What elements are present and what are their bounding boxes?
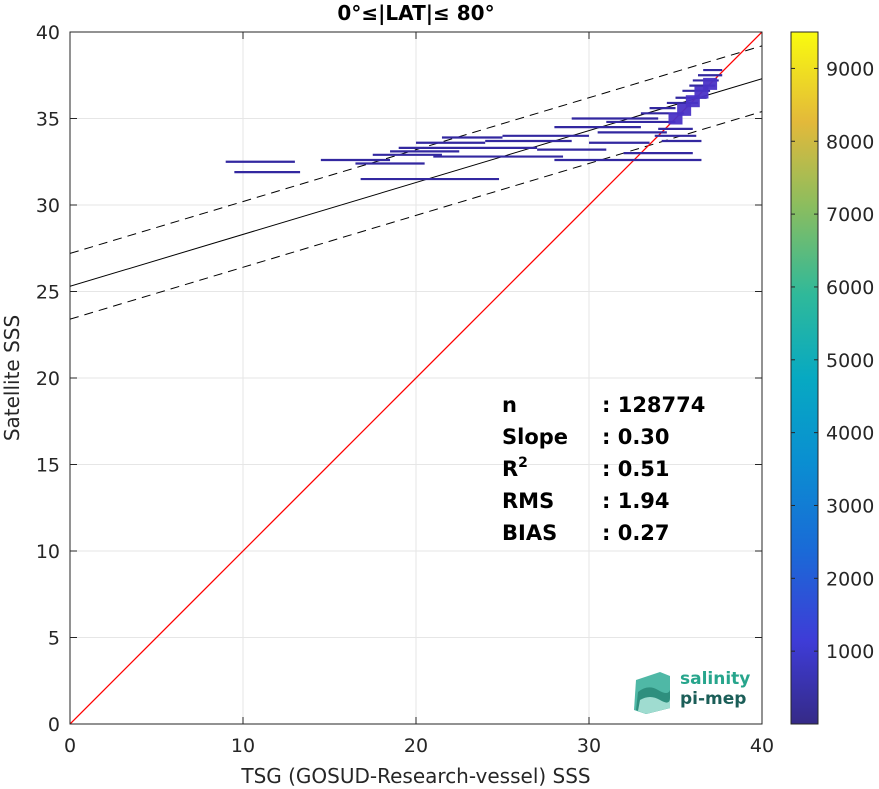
colorbar-tick-label: 5000 xyxy=(826,350,874,372)
colorbar xyxy=(790,31,819,725)
colorbar-tick-label: 2000 xyxy=(826,568,874,590)
x-axis-label: TSG (GOSUD-Research-vessel) SSS xyxy=(240,764,590,788)
y-tick-label: 15 xyxy=(36,455,60,477)
logo-line1: salinity xyxy=(680,669,750,689)
colorbar-tick-label: 4000 xyxy=(826,423,874,445)
logo-mark-icon xyxy=(634,672,670,714)
logo: salinity pi-mep xyxy=(634,669,750,714)
colorbar-tick-label: 3000 xyxy=(826,495,874,517)
y-tick-label: 35 xyxy=(36,109,60,131)
y-axis-label: Satellite SSS xyxy=(0,315,24,441)
stat-label: n xyxy=(502,393,517,417)
density-core-bin xyxy=(703,77,718,90)
y-tick-label: 20 xyxy=(36,368,60,390)
identity-line xyxy=(70,32,762,724)
colorbar-tick-label: 7000 xyxy=(826,204,874,226)
y-tick-label: 0 xyxy=(48,714,60,736)
logo-line2: pi-mep xyxy=(680,689,746,709)
colorbar-tick-label: 1000 xyxy=(826,641,874,663)
y-tick-label: 10 xyxy=(36,541,60,563)
fit-lower-band xyxy=(70,111,762,320)
chart-title: 0°≤|LAT|≤ 80° xyxy=(337,1,494,25)
stat-value: : 1.94 xyxy=(602,489,670,513)
stat-value: : 128774 xyxy=(602,393,705,417)
colorbar-tick-label: 8000 xyxy=(826,131,874,153)
stat-label: Slope xyxy=(502,425,568,449)
density-points xyxy=(225,68,723,181)
x-tick-label: 0 xyxy=(64,735,76,757)
stat-value: : 0.30 xyxy=(602,425,670,449)
colorbar-ticks: 1000 2000 3000 4000 5000 6000 7000 8000 9000 xyxy=(791,58,874,663)
x-tick-label: 30 xyxy=(577,735,601,757)
y-tick-label: 5 xyxy=(48,628,60,650)
x-tick-label: 10 xyxy=(231,735,255,757)
x-tick-label: 20 xyxy=(404,735,428,757)
y-tick-label: 30 xyxy=(36,195,60,217)
colorbar-tick-label: 6000 xyxy=(826,277,874,299)
colorbar-tick-label: 9000 xyxy=(826,58,874,80)
stat-value: : 0.27 xyxy=(602,521,670,545)
stat-label: RMS xyxy=(502,489,554,513)
stat-label: R2 xyxy=(502,455,528,481)
stats-box: n : 128774 Slope : 0.30 R2 : 0.51 RMS : 1.94 BIA… xyxy=(502,393,705,545)
axis-ticks: 0 10 20 30 40 0 5 10 15 20 25 30 35 40 xyxy=(36,22,774,757)
x-tick-label: 40 xyxy=(750,735,774,757)
fit-upper-band xyxy=(70,45,762,254)
y-tick-label: 40 xyxy=(36,22,60,44)
y-tick-label: 25 xyxy=(36,282,60,304)
stat-label: BIAS xyxy=(502,521,557,545)
stat-value: : 0.51 xyxy=(602,457,670,481)
